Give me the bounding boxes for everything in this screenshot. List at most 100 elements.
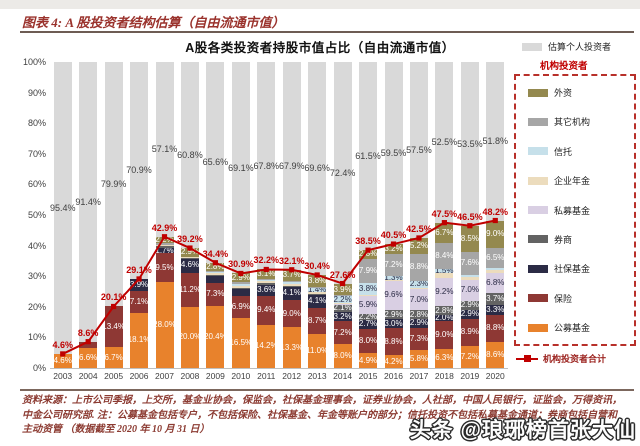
segment-value-label: 8.8% bbox=[409, 262, 429, 272]
segment-value-label: 14.2% bbox=[254, 341, 278, 351]
segment-value-label: 2.9% bbox=[409, 318, 429, 328]
segment-value-label: 6.9% bbox=[231, 301, 250, 311]
segment-value-label: 2.9% bbox=[460, 300, 479, 310]
legend-item-label: 外资 bbox=[554, 88, 573, 98]
segment-value-label: 18.1% bbox=[127, 335, 151, 345]
individual-share-label: 70.9% bbox=[126, 165, 152, 176]
bar-segment bbox=[486, 267, 505, 271]
line-marker bbox=[441, 220, 447, 226]
x-tick-label: 2017 bbox=[409, 371, 429, 381]
segment-value-label: 6.8% bbox=[486, 277, 505, 287]
bar-segment bbox=[435, 268, 454, 274]
segment-value-label: 2.8% bbox=[409, 309, 429, 319]
bar-segment bbox=[257, 281, 276, 283]
bar-segment bbox=[231, 284, 250, 286]
legend-item: 社保基金 bbox=[528, 262, 630, 275]
bar-segment bbox=[257, 324, 276, 368]
line-marker bbox=[365, 247, 371, 253]
bar-segment-individual bbox=[155, 62, 174, 237]
segment-value-label: 5.9% bbox=[358, 299, 378, 309]
bar-segment bbox=[257, 282, 276, 285]
x-tick-label: 2015 bbox=[358, 371, 378, 381]
y-tick-label: 30% bbox=[27, 271, 46, 282]
individual-share-label: 67.8% bbox=[253, 160, 280, 171]
bar-segment bbox=[384, 328, 403, 356]
bar-segment bbox=[359, 294, 378, 296]
legend-item: 保险 bbox=[528, 292, 630, 305]
line-value-label: 8.6% bbox=[77, 327, 99, 338]
individual-share-label: 95.4% bbox=[49, 202, 76, 213]
bar-segment bbox=[308, 286, 327, 288]
segment-value-label: 7.0% bbox=[409, 294, 429, 304]
bar-segment bbox=[384, 319, 403, 329]
bar-segment bbox=[206, 276, 225, 284]
y-tick-label: 50% bbox=[27, 210, 46, 220]
segment-value-label: 9.0% bbox=[282, 308, 301, 318]
segment-value-label: 9.6% bbox=[384, 290, 403, 300]
x-tick-label: 2007 bbox=[155, 371, 174, 381]
legend-item-label: 保险 bbox=[554, 293, 573, 304]
segment-value-label: 6.7% bbox=[104, 352, 123, 362]
individual-share-label: 57.5% bbox=[406, 144, 432, 155]
x-tick-label: 2009 bbox=[205, 371, 225, 381]
segment-value-label: 8.7% bbox=[308, 316, 327, 326]
bar-segment bbox=[130, 312, 149, 368]
line-marker bbox=[340, 280, 346, 287]
line-marker bbox=[161, 234, 168, 240]
bar-segment bbox=[359, 320, 378, 329]
line-value-label: 20.1% bbox=[100, 292, 127, 303]
y-tick-label: 10% bbox=[27, 332, 46, 343]
bar-segment bbox=[435, 348, 454, 368]
legend-swatch bbox=[522, 42, 542, 51]
segment-value-label: 3.1% bbox=[257, 269, 276, 279]
bar-segment bbox=[409, 280, 428, 288]
bar-segment bbox=[333, 296, 352, 304]
bar-segment bbox=[333, 321, 352, 344]
bar-segment bbox=[53, 353, 72, 368]
legend-swatch bbox=[528, 206, 548, 214]
bar-segment bbox=[282, 281, 301, 282]
bar-segment bbox=[333, 305, 352, 312]
line-value-label: 42.5% bbox=[406, 223, 432, 234]
bar-segment bbox=[359, 295, 378, 314]
bar-segment bbox=[155, 253, 174, 283]
individual-share-label: 69.1% bbox=[228, 162, 254, 173]
segment-value-label: 13.4% bbox=[102, 321, 125, 331]
y-tick-label: 100% bbox=[22, 57, 46, 67]
legend-item-label: 估算个人投资者 bbox=[548, 42, 612, 52]
segment-value-label: 13.3% bbox=[280, 342, 304, 352]
individual-share-label: 57.1% bbox=[151, 144, 178, 155]
individual-share-label: 59.5% bbox=[380, 148, 407, 159]
bar-segment-individual bbox=[333, 62, 352, 284]
chart-legend: 估算个人投资者 机构投资者 外资 其它机构 信托 企业年金 私募基金 券商 社保基金 保险 公募基金… bbox=[514, 40, 636, 365]
segment-value-label: 2.8% bbox=[206, 262, 225, 272]
bar-segment bbox=[460, 300, 479, 310]
legend-item: 企业年金 bbox=[528, 174, 630, 187]
segment-value-label: 1.4% bbox=[308, 284, 327, 294]
bar-segment bbox=[282, 299, 301, 328]
segment-value-label: 20.4% bbox=[204, 331, 227, 341]
individual-share-label: 67.9% bbox=[278, 160, 305, 171]
bar-segment bbox=[104, 347, 123, 368]
segment-value-label: 3.9% bbox=[129, 279, 149, 289]
bar-segment bbox=[155, 236, 174, 244]
legend-item-label: 私募基金 bbox=[554, 205, 591, 216]
legend-swatch bbox=[528, 117, 548, 126]
line-marker bbox=[492, 217, 498, 224]
x-tick-label: 2008 bbox=[180, 371, 200, 381]
segment-value-label: 6.3% bbox=[435, 353, 454, 363]
bar-segment-individual bbox=[180, 62, 199, 249]
bar-segment bbox=[104, 306, 123, 348]
bar-segment bbox=[231, 285, 250, 288]
segment-value-label: 1.7% bbox=[155, 245, 174, 255]
bar-segment-individual bbox=[308, 62, 327, 275]
segment-value-label: 4.6% bbox=[180, 260, 200, 270]
x-tick-label: 2019 bbox=[460, 371, 480, 381]
y-tick-label: 0% bbox=[32, 363, 46, 373]
bar-segment bbox=[308, 287, 327, 293]
line-value-label: 39.2% bbox=[177, 234, 203, 245]
figure-caption: 图表 4: A 股投资者结构估算（自由流通市值） bbox=[22, 15, 285, 30]
individual-share-label: 72.4% bbox=[329, 167, 356, 178]
segment-value-label: 9.5% bbox=[155, 262, 174, 272]
segment-value-label: 2.0% bbox=[435, 313, 454, 323]
